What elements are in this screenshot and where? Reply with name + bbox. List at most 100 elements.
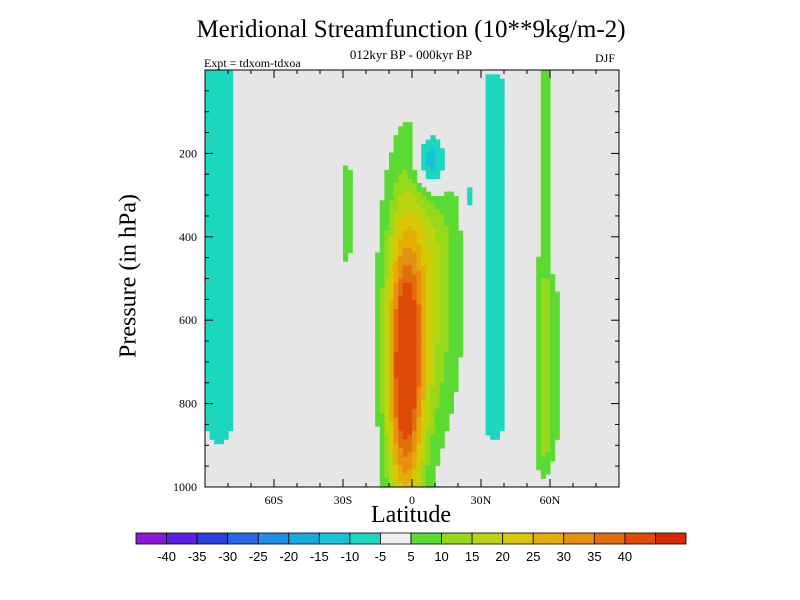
heatmap-cell: [490, 222, 496, 227]
heatmap-cell: [218, 70, 224, 75]
heatmap-cell: [205, 382, 211, 388]
heatmap-cell: [536, 348, 542, 353]
heatmap-cell: [412, 209, 418, 214]
heatmap-cell: [494, 374, 500, 380]
heatmap-cell: [430, 165, 436, 171]
heatmap-cell: [214, 365, 220, 371]
heatmap-cell: [448, 217, 454, 223]
colorbar-label: 25: [526, 549, 540, 564]
heatmap-cell: [209, 274, 215, 280]
heatmap-cell: [430, 460, 436, 466]
heatmap-cell: [205, 96, 211, 102]
heatmap-cell: [223, 252, 229, 258]
heatmap-cell: [494, 369, 500, 375]
heatmap-cell: [540, 222, 546, 227]
heatmap-cell: [435, 369, 441, 375]
heatmap-cell: [490, 200, 496, 206]
heatmap-cell: [398, 148, 404, 154]
heatmap-cell: [389, 252, 395, 258]
heatmap-cell: [421, 256, 427, 262]
heatmap-cell: [444, 248, 450, 254]
heatmap-cell: [393, 369, 399, 375]
heatmap-cell: [402, 178, 408, 184]
heatmap-cell: [494, 213, 500, 219]
heatmap-cell: [398, 413, 404, 419]
heatmap-cell: [545, 117, 551, 123]
heatmap-cell: [398, 278, 404, 284]
heatmap-cell: [499, 382, 505, 388]
colorbar-box: [227, 532, 259, 545]
heatmap-cell: [448, 382, 454, 388]
heatmap-cell: [379, 261, 385, 267]
heatmap-cell: [430, 421, 436, 427]
heatmap-cell: [421, 317, 427, 323]
heatmap-cell: [536, 326, 542, 332]
heatmap-cell: [389, 269, 395, 275]
heatmap-cell: [398, 430, 404, 436]
heatmap-cell: [402, 156, 408, 162]
heatmap-cell: [435, 317, 441, 323]
heatmap-cell: [228, 222, 234, 227]
heatmap-cell: [209, 295, 215, 301]
heatmap-cell: [223, 78, 229, 84]
heatmap-cell: [214, 321, 220, 327]
heatmap-cell: [343, 252, 349, 258]
heatmap-cell: [540, 291, 546, 297]
heatmap-cell: [402, 174, 408, 180]
heatmap-cell: [416, 374, 422, 380]
heatmap-cell: [430, 434, 436, 440]
heatmap-cell: [421, 235, 427, 241]
heatmap-cell: [209, 204, 215, 210]
heatmap-cell: [425, 369, 431, 375]
heatmap-cell: [499, 87, 505, 93]
heatmap-cell: [398, 408, 404, 414]
heatmap-cell: [209, 313, 215, 319]
colorbar-label: -20: [279, 549, 298, 564]
heatmap-cell: [416, 187, 422, 193]
heatmap-cell: [375, 278, 381, 284]
heatmap-cell: [218, 217, 224, 223]
heatmap-cell: [209, 248, 215, 254]
heatmap-cell: [379, 434, 385, 440]
heatmap-cell: [425, 439, 431, 445]
heatmap-cell: [490, 278, 496, 284]
heatmap-cell: [218, 235, 224, 241]
heatmap-cell: [223, 434, 229, 440]
heatmap-cell: [444, 204, 450, 210]
heatmap-cell: [550, 313, 556, 319]
heatmap-cell: [407, 209, 413, 214]
heatmap-cell: [209, 265, 215, 271]
heatmap-cell: [458, 256, 464, 262]
heatmap-cell: [490, 304, 496, 310]
heatmap-cell: [389, 348, 395, 353]
heatmap-cell: [545, 395, 551, 401]
heatmap-cell: [453, 261, 459, 267]
heatmap-cell: [421, 465, 427, 471]
heatmap-cell: [490, 152, 496, 158]
heatmap-cell: [458, 313, 464, 319]
heatmap-cell: [205, 226, 211, 232]
heatmap-cell: [393, 434, 399, 440]
heatmap-cell: [393, 295, 399, 301]
heatmap-cell: [439, 391, 445, 397]
heatmap-cell: [448, 365, 454, 371]
heatmap-cell: [389, 282, 395, 288]
heatmap-cell: [448, 200, 454, 206]
heatmap-cell: [490, 91, 496, 97]
heatmap-cell: [435, 287, 441, 293]
heatmap-cell: [490, 361, 496, 366]
heatmap-cell: [453, 239, 459, 245]
heatmap-cell: [218, 143, 224, 149]
heatmap-cell: [416, 348, 422, 353]
heatmap-cell: [398, 152, 404, 158]
heatmap-cell: [536, 387, 542, 393]
heatmap-cell: [209, 161, 215, 167]
heatmap-cell: [425, 252, 431, 258]
heatmap-cell: [536, 460, 542, 466]
heatmap-cell: [384, 334, 390, 340]
heatmap-cell: [375, 400, 381, 406]
heatmap-cell: [228, 274, 234, 280]
heatmap-cell: [209, 239, 215, 245]
heatmap-cell: [384, 369, 390, 375]
heatmap-cell: [545, 369, 551, 375]
